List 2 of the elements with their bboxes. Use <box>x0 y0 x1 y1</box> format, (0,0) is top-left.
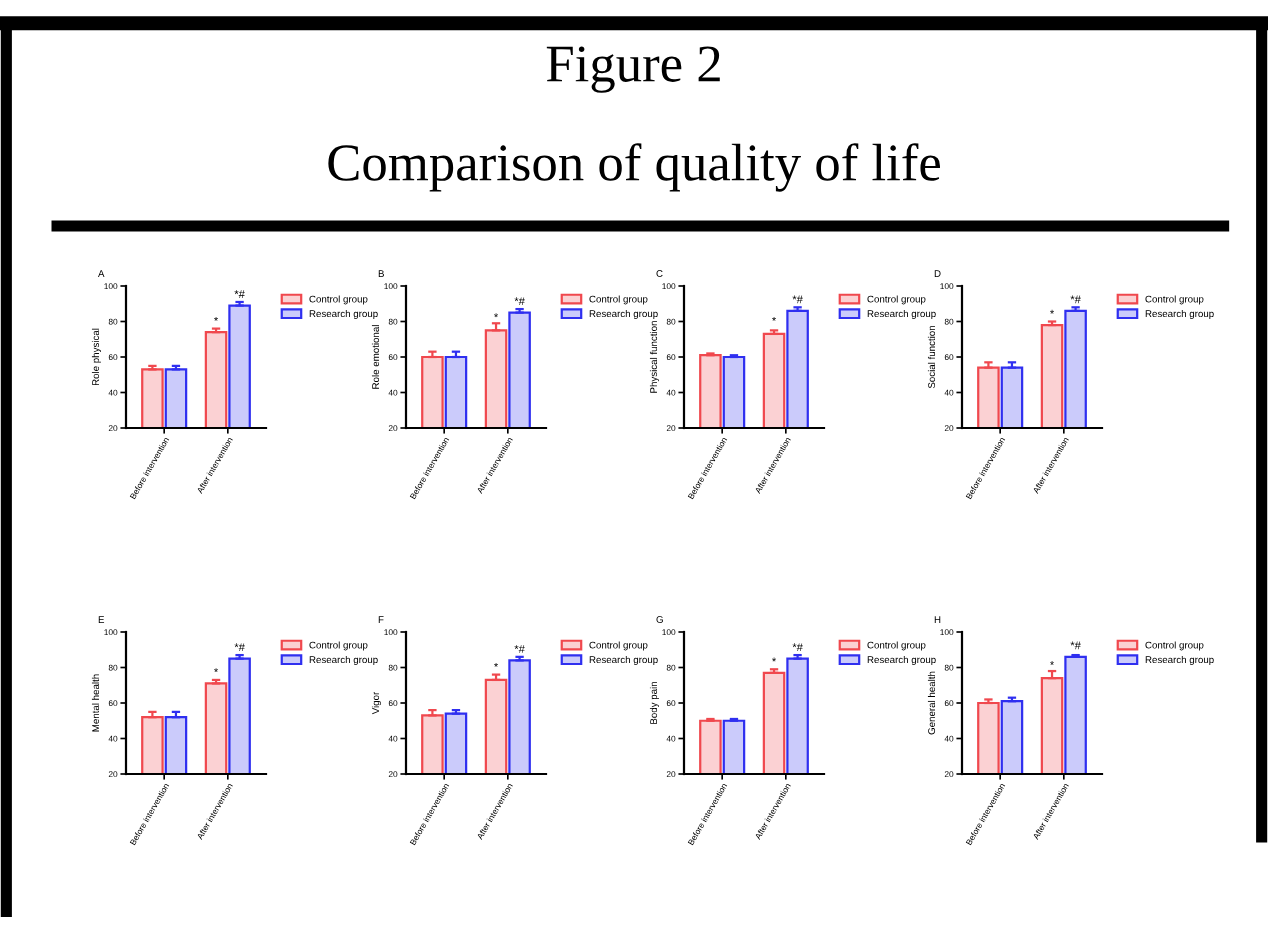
text: Comparison of quality of life <box>328 143 940 192</box>
text: Figure 2 <box>546 46 720 93</box>
